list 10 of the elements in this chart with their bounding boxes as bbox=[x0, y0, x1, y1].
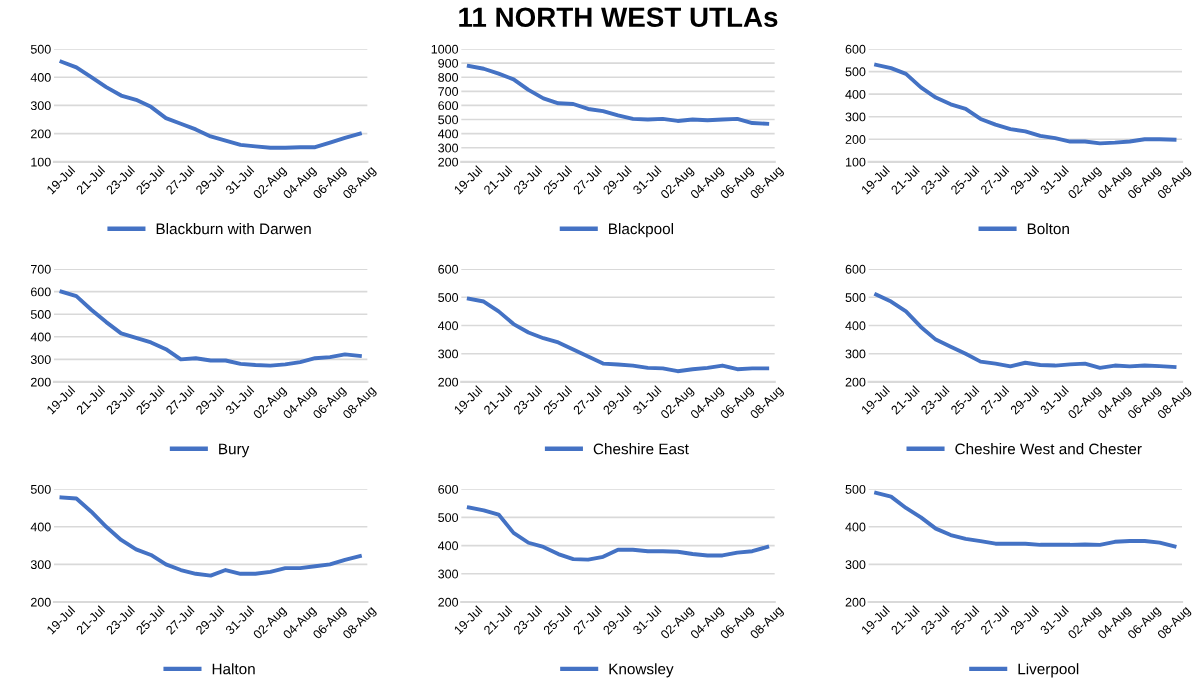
line-series bbox=[59, 495, 362, 578]
line-series bbox=[466, 63, 770, 126]
line-series bbox=[874, 490, 1177, 549]
line-series bbox=[874, 62, 1177, 146]
chart-title: 11 NORTH WEST UTLAs bbox=[459, 7, 778, 28]
line-series bbox=[466, 296, 770, 374]
line-series bbox=[874, 292, 1177, 370]
line-series bbox=[59, 59, 362, 150]
line-series bbox=[59, 289, 362, 368]
line-series bbox=[466, 505, 770, 562]
